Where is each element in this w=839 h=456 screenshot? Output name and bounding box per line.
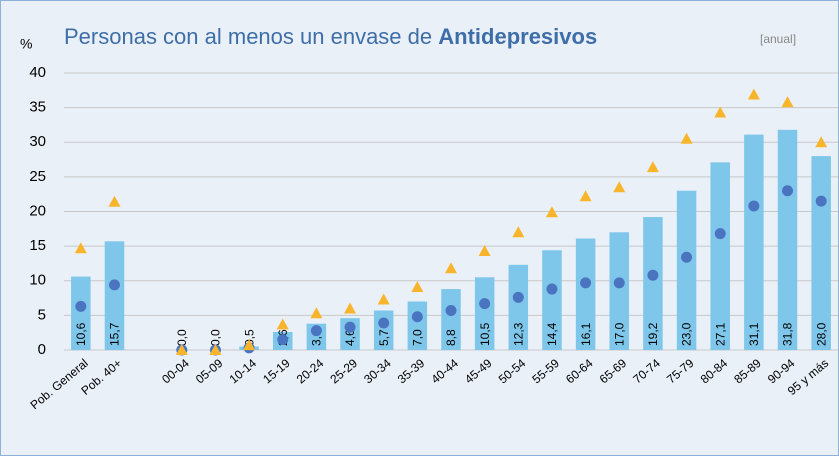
bar: [474, 277, 495, 350]
value-label: 27,1: [713, 322, 727, 346]
value-label: 10,5: [478, 322, 492, 346]
value-label: 16,1: [579, 322, 593, 346]
circle-marker: [310, 325, 322, 337]
triangle-marker: [512, 226, 525, 238]
triangle-marker: [815, 136, 828, 148]
y-tick-label: 0: [38, 341, 46, 358]
chart-title: Personas con al menos un envase de Antid…: [64, 24, 597, 49]
value-label: 19,2: [646, 322, 660, 346]
title-bold: Antidepresivos: [438, 24, 597, 49]
value-label: 4,6: [343, 329, 357, 346]
triangle-marker: [411, 280, 424, 292]
bar: [643, 217, 663, 350]
circle-marker: [411, 311, 423, 323]
bar: [542, 250, 562, 350]
bar: [710, 162, 730, 350]
circle-marker: [815, 195, 827, 207]
triangle-marker: [714, 106, 727, 118]
triangle-marker: [175, 344, 188, 355]
bar: [609, 232, 630, 350]
triangle-marker: [781, 96, 794, 108]
y-tick-label: 30: [29, 133, 46, 150]
circle-marker: [479, 298, 491, 310]
value-label: 5,7: [377, 329, 391, 346]
bar: [811, 156, 831, 350]
circle-marker: [75, 300, 87, 312]
value-label: 31,8: [781, 322, 795, 346]
circle-marker: [108, 279, 120, 291]
subtitle: [anual]: [760, 32, 796, 46]
triangle-marker: [74, 242, 87, 254]
circle-marker: [512, 291, 524, 303]
circle-marker: [782, 185, 794, 197]
triangle-marker: [613, 181, 626, 193]
value-label: 7,0: [411, 329, 425, 346]
circle-marker: [748, 200, 760, 212]
value-label: 8,8: [444, 329, 458, 346]
value-label: 28,0: [814, 322, 828, 346]
circle-marker: [613, 277, 625, 289]
circle-marker: [378, 317, 390, 329]
circle-marker: [546, 283, 558, 295]
bar: [407, 301, 428, 350]
value-label: 14,4: [545, 322, 559, 346]
triangle-marker: [108, 195, 121, 207]
triangle-marker: [243, 339, 256, 351]
circle-marker: [714, 228, 726, 240]
value-label: 17,0: [612, 322, 626, 346]
circle-marker: [344, 321, 356, 333]
triangle-marker: [545, 206, 558, 218]
triangle-marker: [646, 161, 659, 173]
circle-marker: [681, 251, 693, 263]
value-label: 0,0: [175, 329, 189, 346]
y-axis-label: %: [20, 36, 32, 52]
bar: [71, 276, 91, 350]
y-tick-label: 40: [29, 64, 46, 81]
value-label: 0,0: [209, 329, 223, 346]
triangle-marker: [579, 190, 592, 202]
triangle-marker: [680, 132, 693, 144]
y-tick-label: 35: [29, 99, 46, 116]
value-label: 31,1: [747, 322, 761, 346]
bar: [744, 134, 764, 350]
circle-marker: [277, 334, 289, 346]
value-label: 10,6: [74, 322, 88, 346]
bar: [575, 238, 596, 350]
y-tick-label: 15: [29, 237, 46, 254]
triangle-marker: [478, 244, 491, 256]
circle-marker: [445, 305, 457, 317]
bar: [104, 241, 125, 350]
y-tick-label: 10: [29, 272, 46, 289]
triangle-marker: [310, 307, 323, 319]
bar: [777, 129, 798, 350]
circle-marker: [647, 269, 659, 281]
triangle-marker: [377, 293, 390, 305]
triangle-marker: [209, 344, 222, 355]
bar: [441, 289, 461, 350]
y-tick-label: 5: [38, 306, 46, 323]
y-tick-label: 25: [29, 168, 46, 185]
triangle-marker: [344, 302, 357, 314]
value-label: 15,7: [108, 322, 122, 346]
triangle-marker: [747, 88, 760, 100]
value-label: 23,0: [680, 322, 694, 346]
title-text: Personas con al menos un envase de: [64, 24, 438, 49]
y-tick-label: 20: [29, 202, 46, 219]
triangle-marker: [276, 318, 289, 330]
triangle-marker: [445, 262, 457, 274]
bar: [508, 264, 529, 350]
value-label: 0,5: [242, 329, 256, 346]
bar: [373, 310, 394, 350]
bar: [676, 190, 697, 350]
circle-marker: [580, 277, 592, 289]
value-label: 12,3: [511, 322, 525, 346]
